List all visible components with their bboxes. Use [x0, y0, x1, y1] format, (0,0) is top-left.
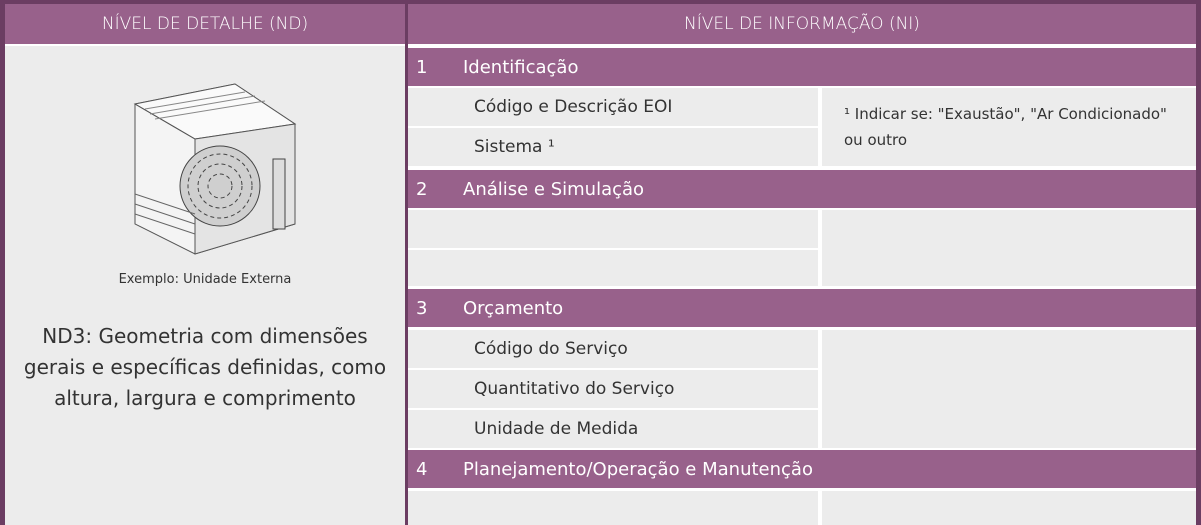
image-caption: Exemplo: Unidade Externa	[118, 272, 292, 287]
outdoor-unit-image	[133, 83, 297, 255]
section-row: 1 Identificação	[408, 48, 1196, 86]
border	[405, 0, 408, 525]
border	[0, 0, 1201, 4]
section-title: Orçamento	[463, 297, 564, 319]
section-number: 2	[416, 178, 428, 200]
empty-cell	[408, 250, 818, 286]
note: ¹ Indicar se: "Exaustão", "Ar Condiciona…	[822, 88, 1196, 166]
field-label: Sistema ¹	[408, 128, 818, 166]
section-number: 4	[416, 458, 428, 480]
section-row: 3 Orçamento	[408, 289, 1196, 327]
field-label: Quantitativo do Serviço	[408, 370, 818, 408]
section-row: 4 Planejamento/Operação e Manutenção	[408, 450, 1196, 488]
section-title: Identificação	[463, 56, 579, 78]
header-ni: NÍVEL DE INFORMAÇÃO (NI)	[408, 4, 1196, 44]
section-row: 2 Análise e Simulação	[408, 170, 1196, 208]
section-title: Análise e Simulação	[463, 178, 645, 200]
border	[1196, 0, 1201, 525]
empty-cell	[408, 491, 818, 525]
section-number: 1	[416, 56, 428, 78]
header-nd: NÍVEL DE DETALHE (ND)	[5, 4, 405, 44]
border	[0, 0, 5, 525]
section-number: 3	[416, 297, 428, 319]
empty-cell	[822, 330, 1196, 448]
left-cell: Exemplo: Unidade Externa ND3: Geometria …	[5, 46, 405, 525]
empty-cell	[408, 210, 818, 248]
field-label: Código do Serviço	[408, 330, 818, 368]
empty-cell	[822, 210, 1196, 286]
nd-description: ND3: Geometria com dimensões gerais e es…	[23, 324, 387, 410]
field-label: Unidade de Medida	[408, 410, 818, 448]
field-label: Código e Descrição EOI	[408, 88, 818, 126]
empty-cell	[822, 491, 1196, 525]
section-title: Planejamento/Operação e Manutenção	[463, 458, 813, 480]
